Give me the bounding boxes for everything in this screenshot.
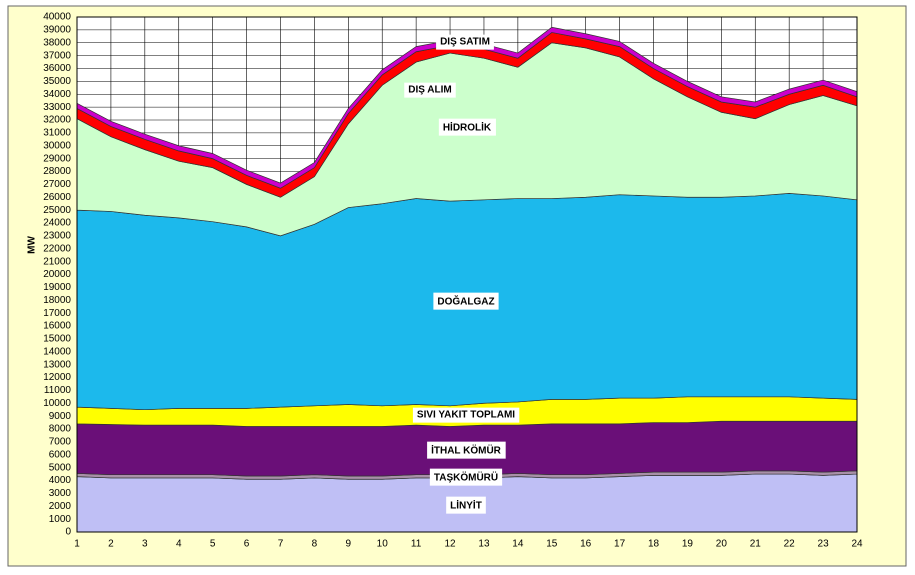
x-tick-label: 7: [278, 539, 284, 550]
y-tick-label: 28000: [43, 166, 71, 177]
x-tick-label: 10: [377, 539, 389, 550]
y-tick-label: 34000: [43, 89, 71, 100]
x-tick-label: 9: [346, 539, 352, 550]
series-label: HİDROLİK: [443, 121, 492, 134]
x-tick-label: 24: [851, 539, 863, 550]
series-label-box: [446, 496, 486, 514]
y-tick-label: 9000: [49, 411, 72, 422]
y-tick-label: 35000: [43, 76, 71, 87]
y-tick-label: 39000: [43, 25, 71, 36]
y-tick-label: 15000: [43, 334, 71, 345]
y-tick-label: 27000: [43, 179, 71, 190]
series-label-box: [412, 407, 520, 423]
y-tick-label: 14000: [43, 346, 71, 357]
x-tick-label: 21: [750, 539, 762, 550]
y-tick-label: 24000: [43, 218, 71, 229]
y-tick-label: 31000: [43, 128, 71, 139]
y-tick-label: 12000: [43, 372, 71, 383]
y-tick-label: 29000: [43, 153, 71, 164]
y-tick-label: 26000: [43, 192, 71, 203]
x-tick-label: 3: [142, 539, 148, 550]
x-tick-label: 22: [784, 539, 796, 550]
series-label: LİNYİT: [450, 499, 482, 512]
y-tick-label: 13000: [43, 359, 71, 370]
y-tick-label: 7000: [49, 437, 72, 448]
y-tick-label: 32000: [43, 115, 71, 126]
y-axis-label: MW: [27, 236, 38, 254]
y-tick-label: 1000: [49, 514, 72, 525]
y-tick-label: 4000: [49, 475, 72, 486]
series-label: TAŞKÖMÜRÜ: [434, 471, 498, 484]
y-tick-label: 11000: [44, 385, 72, 396]
series-label: SIVI YAKIT TOPLAMI: [417, 410, 515, 421]
y-tick-label: 33000: [43, 102, 71, 113]
x-tick-label: 17: [614, 539, 626, 550]
x-tick-label: 5: [210, 539, 216, 550]
x-tick-label: 1: [74, 539, 80, 550]
x-tick-label: 8: [312, 539, 318, 550]
x-tick-label: 13: [478, 539, 490, 550]
y-tick-label: 40000: [43, 12, 71, 23]
y-tick-label: 10000: [43, 398, 71, 409]
y-tick-label: 0: [65, 527, 71, 538]
series-label-box: [427, 441, 506, 459]
plot-border: [76, 16, 858, 533]
y-tick-label: 21000: [43, 256, 71, 267]
series-label-box: [429, 468, 503, 486]
y-tick-label: 17000: [43, 308, 71, 319]
y-tick-label: 8000: [49, 424, 72, 435]
x-tick-label: 12: [444, 539, 456, 550]
y-tick-label: 37000: [43, 50, 71, 61]
y-tick-label: 16000: [43, 321, 71, 332]
x-tick-label: 4: [176, 539, 182, 550]
x-tick-label: 14: [512, 539, 524, 550]
y-tick-label: 18000: [43, 295, 71, 306]
y-tick-label: 19000: [43, 282, 71, 293]
x-tick-label: 11: [411, 539, 422, 550]
x-tick-label: 6: [244, 539, 250, 550]
series-label: İTHAL KÖMÜR: [431, 444, 502, 457]
x-tick-label: 15: [546, 539, 558, 550]
y-tick-label: 3000: [49, 488, 72, 499]
series-label-box: [433, 292, 499, 310]
series-label: DIŞ ALIM: [408, 85, 452, 96]
series-label: DOĞALGAZ: [437, 295, 494, 308]
x-tick-label: 23: [818, 539, 830, 550]
y-tick-label: 22000: [43, 243, 71, 254]
y-tick-label: 2000: [49, 501, 72, 512]
series-label-box: [436, 34, 494, 50]
y-tick-label: 30000: [43, 140, 71, 151]
x-tick-label: 18: [648, 539, 660, 550]
series-label-box: [404, 82, 456, 98]
y-tick-label: 25000: [43, 205, 71, 216]
y-tick-label: 38000: [43, 37, 71, 48]
x-tick-label: 19: [682, 539, 694, 550]
y-tick-label: 23000: [43, 231, 71, 242]
x-tick-label: 16: [580, 539, 592, 550]
y-tick-label: 5000: [49, 462, 72, 473]
series-label-box: [438, 118, 496, 136]
x-tick-label: 2: [108, 539, 114, 550]
series-label: DIŞ SATIM: [440, 37, 490, 48]
y-tick-label: 20000: [43, 269, 71, 280]
y-tick-label: 6000: [49, 449, 72, 460]
y-tick-label: 36000: [43, 63, 71, 74]
x-tick-label: 20: [716, 539, 728, 550]
